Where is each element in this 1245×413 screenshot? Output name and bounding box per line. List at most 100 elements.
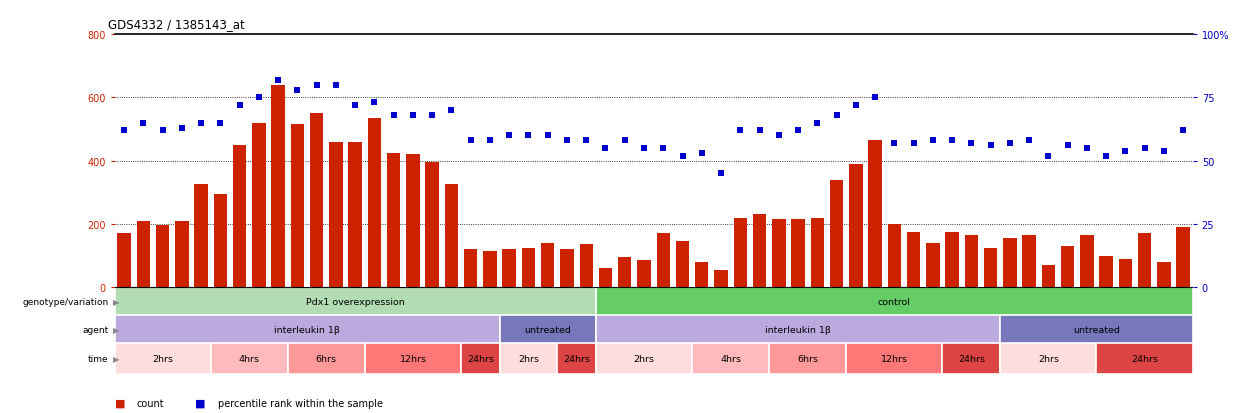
Text: genotype/variation: genotype/variation <box>22 297 108 306</box>
Point <box>1173 128 1193 134</box>
Text: 24hrs: 24hrs <box>957 354 985 363</box>
Point <box>557 138 576 145</box>
Bar <box>406 155 420 287</box>
Point <box>1020 138 1040 145</box>
Text: control: control <box>878 297 911 306</box>
Point <box>1000 140 1020 147</box>
Point <box>403 113 423 119</box>
Point <box>1096 153 1116 159</box>
Point <box>461 138 481 145</box>
Point <box>692 150 712 157</box>
Point <box>192 120 212 127</box>
Bar <box>461 343 499 374</box>
Point <box>133 120 153 127</box>
Point <box>442 107 462 114</box>
Bar <box>849 164 863 287</box>
Bar <box>210 343 288 374</box>
Bar <box>115 287 596 316</box>
Point <box>981 143 1001 150</box>
Text: 6hrs: 6hrs <box>316 354 337 363</box>
Bar <box>1061 247 1074 287</box>
Text: ■: ■ <box>115 398 124 408</box>
Bar <box>137 221 151 287</box>
Text: ▶: ▶ <box>113 354 120 363</box>
Bar <box>558 343 596 374</box>
Text: 24hrs: 24hrs <box>467 354 494 363</box>
Bar <box>117 234 131 287</box>
Point <box>807 120 827 127</box>
Point <box>306 82 326 89</box>
Point <box>731 128 751 134</box>
Point <box>268 77 288 84</box>
Bar <box>1097 343 1193 374</box>
Bar <box>676 242 690 287</box>
Bar <box>656 234 670 287</box>
Point <box>172 125 192 132</box>
Bar <box>945 232 959 287</box>
Bar <box>542 243 554 287</box>
Text: GDS4332 / 1385143_at: GDS4332 / 1385143_at <box>108 18 245 31</box>
Point <box>481 138 500 145</box>
Point <box>249 95 269 102</box>
Text: 4hrs: 4hrs <box>239 354 260 363</box>
Bar <box>329 142 342 287</box>
Bar <box>596 316 1000 343</box>
Bar <box>695 262 708 287</box>
Text: 24hrs: 24hrs <box>563 354 590 363</box>
Text: 12hrs: 12hrs <box>880 354 908 363</box>
Point <box>788 128 808 134</box>
Bar <box>942 343 1000 374</box>
Text: percentile rank within the sample: percentile rank within the sample <box>218 398 383 408</box>
Bar <box>618 257 631 287</box>
Point <box>115 128 134 134</box>
Text: ■: ■ <box>195 398 205 408</box>
Text: agent: agent <box>82 325 108 334</box>
Bar <box>1022 235 1036 287</box>
Text: untreated: untreated <box>1073 325 1120 334</box>
Point <box>1077 145 1097 152</box>
Point <box>672 153 692 159</box>
Point <box>518 133 538 139</box>
Bar <box>1157 262 1170 287</box>
Text: 12hrs: 12hrs <box>400 354 427 363</box>
Bar <box>156 226 169 287</box>
Bar <box>888 224 901 287</box>
Bar <box>499 316 596 343</box>
Bar <box>426 163 439 287</box>
Bar <box>926 243 940 287</box>
Bar <box>1000 343 1097 374</box>
Text: 4hrs: 4hrs <box>720 354 741 363</box>
Bar <box>214 195 227 287</box>
Point <box>345 102 365 109</box>
Bar <box>271 85 285 287</box>
Point <box>749 128 769 134</box>
Bar <box>367 119 381 287</box>
Text: untreated: untreated <box>524 325 571 334</box>
Bar <box>692 343 769 374</box>
Point <box>942 138 962 145</box>
Text: 2hrs: 2hrs <box>518 354 539 363</box>
Point <box>538 133 558 139</box>
Bar <box>847 343 942 374</box>
Bar <box>115 343 210 374</box>
Bar <box>290 125 304 287</box>
Bar <box>349 142 362 287</box>
Point <box>288 87 308 94</box>
Bar <box>253 123 265 287</box>
Bar <box>772 220 786 287</box>
Point <box>422 113 442 119</box>
Bar <box>984 248 997 287</box>
Point <box>230 102 250 109</box>
Bar <box>769 343 847 374</box>
Bar <box>599 268 613 287</box>
Bar <box>1042 266 1055 287</box>
Point <box>865 95 885 102</box>
Bar <box>1099 256 1113 287</box>
Bar <box>288 343 365 374</box>
Point <box>576 138 596 145</box>
Bar <box>715 270 728 287</box>
Bar <box>522 248 535 287</box>
Point <box>326 82 346 89</box>
Point <box>634 145 654 152</box>
Bar <box>1118 259 1132 287</box>
